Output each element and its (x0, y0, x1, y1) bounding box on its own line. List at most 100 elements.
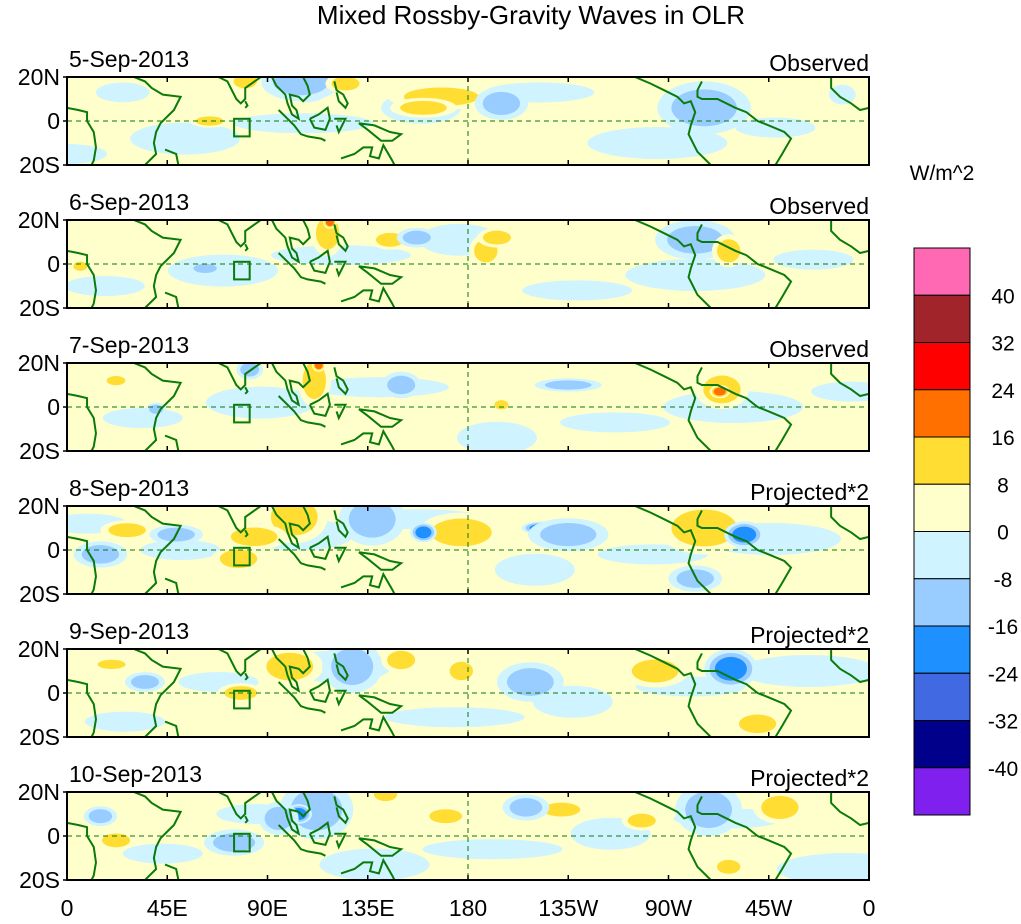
weak-negative-band (167, 254, 278, 287)
weak-negative-band (84, 711, 165, 732)
coastline (277, 109, 326, 142)
coastline (340, 571, 396, 594)
coastline (696, 366, 793, 451)
coastline (334, 117, 348, 135)
coastline (271, 792, 311, 837)
coastline (164, 577, 180, 594)
coastline (830, 77, 869, 112)
y-tick-label: 0 (47, 108, 60, 134)
coastline (271, 506, 311, 551)
colorbar-box (913, 247, 971, 296)
coastline (333, 367, 349, 396)
y-tick-label: 0 (47, 394, 60, 420)
colorbar-label: -16 (988, 616, 1018, 639)
anomaly-contour (482, 230, 511, 245)
coastline (308, 249, 331, 274)
coastline (334, 403, 348, 421)
weak-negative-band (233, 113, 374, 134)
anomaly-contour (402, 230, 431, 245)
anomaly-contour (544, 380, 592, 390)
x-tick-label: 0 (863, 895, 876, 921)
anomaly-contour (509, 798, 543, 817)
x-tick-label: 135E (341, 895, 395, 921)
coastline (164, 148, 180, 165)
panel-type: Projected*2 (750, 622, 869, 648)
panels-group: 20N 0 20S 5-Sep-2013 Observed 20N 0 20S 6-Sep-20… (18, 46, 870, 893)
coastline (244, 529, 249, 538)
coastline (244, 672, 249, 681)
coastline (340, 714, 396, 737)
colorbar-box (913, 436, 971, 485)
anomaly-contour (716, 859, 741, 874)
coastline (634, 77, 712, 165)
coastline (830, 220, 869, 255)
anomaly-contour (130, 675, 160, 689)
coastline (67, 821, 97, 880)
panel-date: 9-Sep-2013 (69, 618, 189, 644)
anomaly-contour (272, 77, 329, 96)
y-tick-label: 20S (19, 295, 60, 321)
anomaly-contour (373, 792, 398, 802)
coastline (334, 832, 348, 850)
coastline (358, 551, 404, 571)
colorbar-box (913, 767, 971, 816)
panel-date: 10-Sep-2013 (69, 761, 202, 787)
panel-3: 20N 0 20S 7-Sep-2013 Observed (18, 332, 870, 464)
anomaly-contour (106, 375, 126, 386)
coastline (277, 252, 326, 285)
coastline (133, 220, 183, 308)
weak-negative-band (140, 540, 221, 560)
panel-date: 5-Sep-2013 (69, 46, 189, 72)
coastline (244, 100, 249, 109)
coastline (133, 792, 183, 880)
coastline (218, 649, 262, 677)
weak-negative-band (560, 412, 671, 433)
weak-negative-band (122, 843, 203, 864)
y-tick-label: 20N (18, 64, 60, 90)
anomaly-contour (95, 82, 150, 103)
colorbar-label: 8 (997, 474, 1009, 497)
coastline (333, 81, 349, 110)
coastline (830, 363, 869, 398)
anomaly-contour (429, 809, 463, 824)
y-tick-label: 20N (18, 636, 60, 662)
panel-date: 7-Sep-2013 (69, 332, 189, 358)
coastline (308, 106, 331, 131)
colorbar-label: 40 (991, 285, 1014, 308)
anomaly-contour (219, 549, 258, 569)
anomaly-contour (540, 523, 597, 547)
panel-1: 20N 0 20S 5-Sep-2013 Observed (18, 46, 870, 178)
anomaly-contour (667, 225, 724, 254)
coastline (340, 285, 396, 308)
anomaly-contour (627, 813, 656, 828)
y-tick-label: 20S (19, 438, 60, 464)
anomaly-contour (542, 802, 581, 817)
colorbar-box (913, 342, 971, 391)
colorbar-box (913, 389, 971, 438)
coastline (218, 220, 262, 248)
weak-negative-band (522, 280, 633, 301)
colorbar-box (913, 625, 971, 674)
coastline (218, 506, 262, 534)
coastline (277, 681, 326, 714)
panel-type: Observed (769, 50, 869, 76)
chart-title: Mixed Rossby-Gravity Waves in OLR (317, 0, 745, 30)
colorbar-box (913, 531, 971, 580)
panel-date: 6-Sep-2013 (69, 189, 189, 215)
y-tick-label: 0 (47, 823, 60, 849)
colorbar-label: -32 (988, 711, 1018, 734)
y-tick-label: 20S (19, 724, 60, 750)
coastline (308, 392, 331, 417)
anomaly-field (102, 363, 869, 451)
index-box (233, 403, 251, 424)
coastline (830, 649, 869, 684)
anomaly-contour (449, 661, 474, 681)
anomaly-contour (387, 650, 416, 670)
anomaly-contour (713, 387, 726, 396)
coastline (244, 386, 249, 395)
weak-negative-band (773, 249, 854, 270)
weak-negative-band (494, 553, 575, 586)
coastline (830, 506, 869, 541)
coastline (67, 106, 97, 165)
coastline (333, 796, 349, 825)
